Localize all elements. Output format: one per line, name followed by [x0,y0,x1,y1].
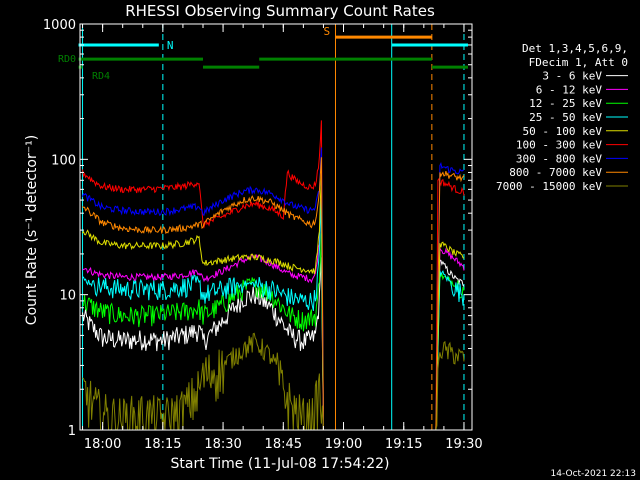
y-tick-label-3: 1000 [43,18,76,33]
x-tick-label-0: 18:00 [84,437,121,452]
plot-area: N S RD0 RD4 [58,24,468,431]
x-tick-label-5: 19:15 [385,437,422,452]
legend-label-6: 300 - 800 keV [516,152,602,165]
x-tick-label-3: 18:45 [265,437,302,452]
annotation-rd0: RD0 [58,54,76,65]
legend-label-3: 25 - 50 keV [529,111,602,124]
y-tick-label-1: 10 [59,289,76,304]
legend-header-1: FDecim 1, Att 0 [529,56,628,69]
legend-label-5: 100 - 300 keV [516,139,602,152]
series-line-8 [82,332,465,431]
y-tick-label-0: 1 [68,424,76,439]
axes: 1 10 100 1000 18:00 18:15 18:30 18:45 19:00 19:15… [43,18,483,452]
annotation-s: S [323,25,330,38]
legend-label-4: 50 - 100 keV [523,125,603,138]
legend: Det 1,3,4,5,6,9,FDecim 1, Att 03 - 6 keV… [496,42,628,193]
x-tick-label-1: 18:15 [144,437,181,452]
x-tick-label-4: 19:00 [325,437,362,452]
legend-header-0: Det 1,3,4,5,6,9, [522,42,628,55]
legend-label-2: 12 - 25 keV [529,97,602,110]
footer-date: 14-Oct-2021 22:13 [551,469,636,479]
legend-label-7: 800 - 7000 keV [509,166,602,179]
chart-title: RHESSI Observing Summary Count Rates [125,2,435,20]
x-tick-label-2: 18:30 [204,437,241,452]
x-tick-label-6: 19:30 [445,437,482,452]
y-axis-label: Count Rate (s⁻¹ detector⁻¹) [24,135,40,325]
y-tick-label-2: 100 [51,153,76,168]
x-axis-label: Start Time (11-Jul-08 17:54:22) [170,456,389,472]
annotation-n: N [167,39,174,52]
legend-label-8: 7000 - 15000 keV [496,180,602,193]
annotation-rd4: RD4 [92,71,110,82]
series-line-7 [82,157,465,431]
plot-frame [79,23,473,431]
legend-label-1: 6 - 12 keV [536,83,603,96]
legend-label-0: 3 - 6 keV [542,70,602,83]
